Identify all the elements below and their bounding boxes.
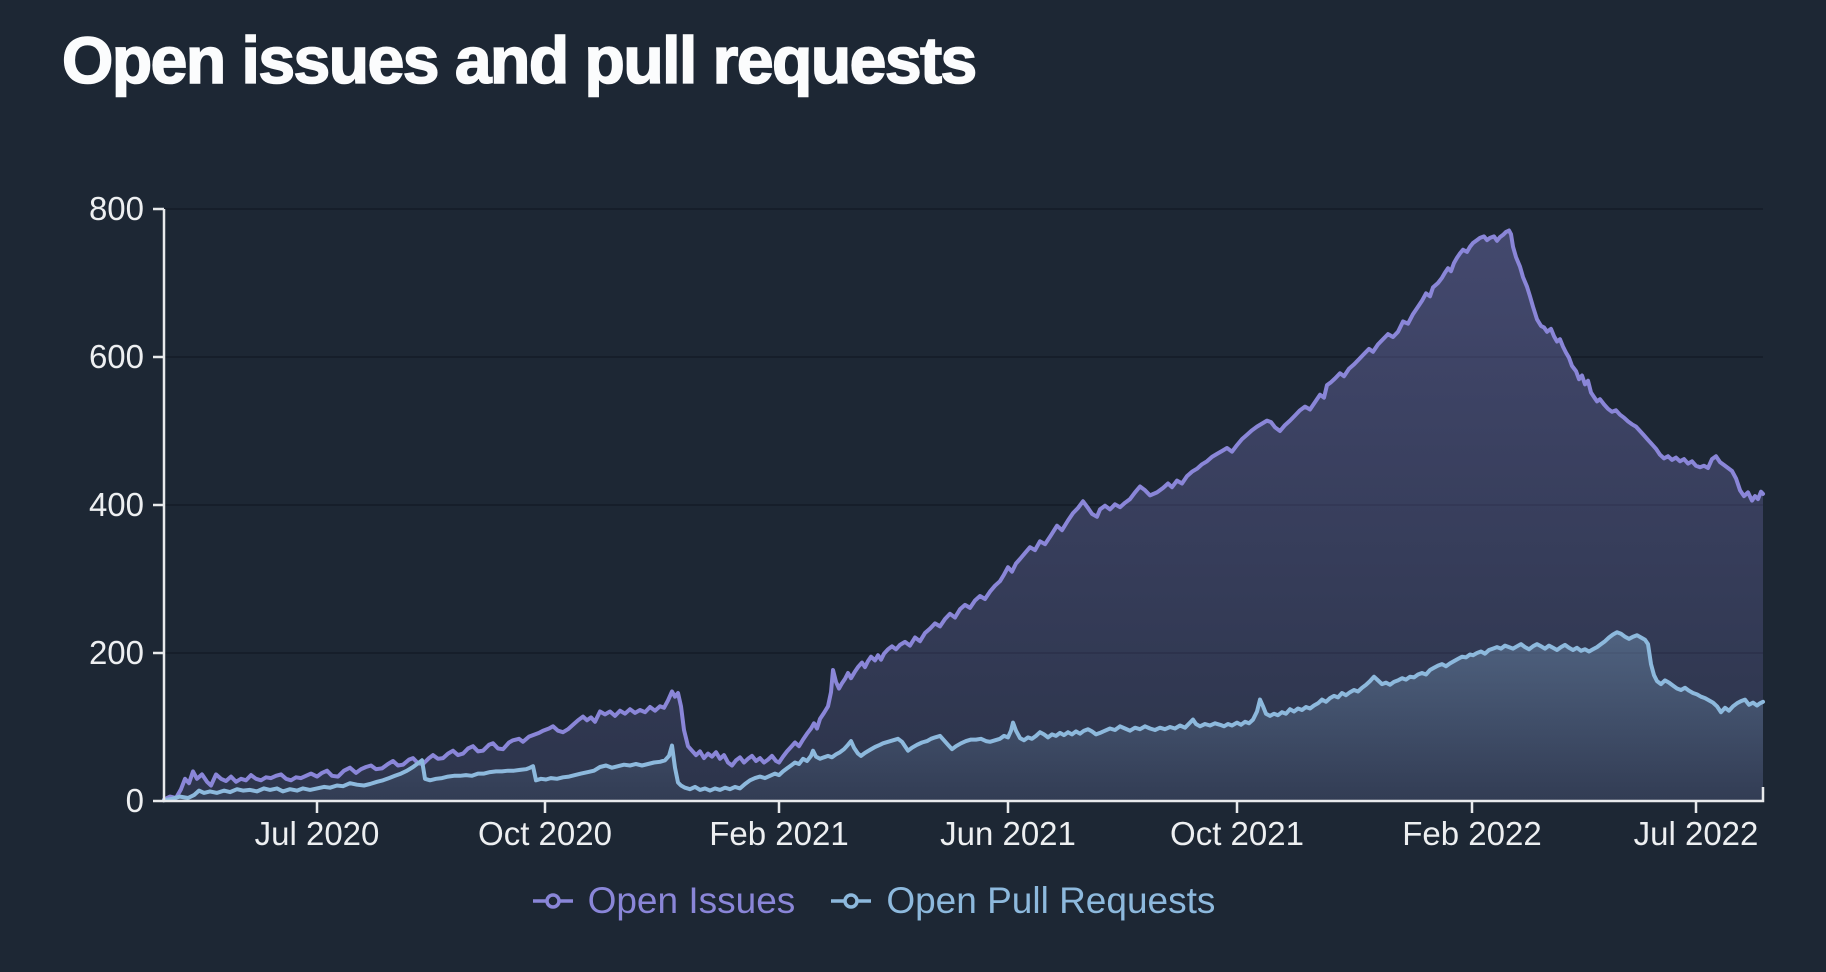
legend-item-open-pull-requests[interactable]: Open Pull Requests	[829, 882, 1215, 919]
x-tick-label-Oct-2020: Oct 2020	[478, 815, 612, 852]
x-tick-label-Jun-2021: Jun 2021	[940, 815, 1076, 852]
open-issues-legend-marker-icon	[532, 892, 573, 909]
area-open-pull-requests	[164, 632, 1763, 801]
chart-legend: Open Issues Open Pull Requests	[0, 882, 1786, 919]
x-tick-label-Feb-2021: Feb 2021	[709, 815, 848, 852]
y-tick-label-600: 600	[89, 338, 144, 375]
x-tick-label-Oct-2021: Oct 2021	[1170, 815, 1304, 852]
area-open-issues	[164, 230, 1763, 801]
legend-label-open-issues: Open Issues	[587, 880, 796, 921]
y-tick-label-400: 400	[89, 486, 144, 523]
x-tick-label-Jul-2022: Jul 2022	[1634, 815, 1759, 852]
y-tick-label-800: 800	[89, 190, 144, 227]
open-pull-requests-legend-marker-icon	[831, 892, 872, 909]
legend-item-open-issues[interactable]: Open Issues	[531, 880, 796, 921]
y-tick-label-0: 0	[126, 782, 144, 819]
chart-title: Open issues and pull requests	[61, 22, 978, 98]
x-tick-label-Feb-2022: Feb 2022	[1402, 815, 1541, 852]
legend-label-open-pull-requests: Open Pull Requests	[886, 880, 1216, 921]
line-open-issues	[162, 228, 1765, 802]
line-open-pull-requests	[162, 630, 1765, 803]
y-tick-label-200: 200	[89, 634, 144, 671]
x-tick-label-Jul-2020: Jul 2020	[255, 815, 380, 852]
